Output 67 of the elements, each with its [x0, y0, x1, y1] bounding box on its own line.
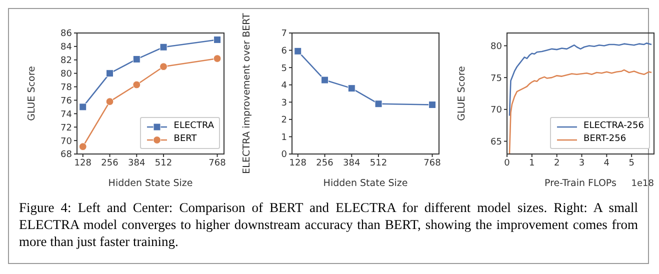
y-tick-label: 80: [490, 42, 502, 52]
x-tick-label: 768: [208, 158, 226, 168]
x-tick-label: 768: [424, 158, 442, 168]
x-tick-label: 4: [604, 158, 610, 168]
point: [374, 100, 382, 108]
x-tick-label: 384: [128, 158, 146, 168]
x-tick-label: 512: [370, 158, 388, 168]
point: [132, 80, 141, 89]
y-tick-label: 65: [490, 137, 502, 148]
point: [348, 84, 356, 92]
y-axis-title: GLUE Score: [26, 66, 38, 121]
y-tick-label: 75: [490, 74, 502, 84]
point: [106, 70, 114, 78]
y-tick-label: 82: [60, 56, 72, 66]
point: [321, 76, 329, 84]
point: [79, 103, 87, 111]
x-tick-label: 256: [316, 158, 334, 168]
point: [428, 100, 436, 108]
x-tick-label: 256: [101, 158, 119, 168]
x-tick-label: 1: [529, 158, 535, 168]
y-tick-label: 80: [60, 70, 72, 80]
y-tick-label: 1: [281, 132, 287, 143]
y-tick-label: 74: [60, 110, 72, 120]
line-series: [508, 42, 652, 116]
y-tick-label: 4: [281, 81, 288, 92]
text: 1e18: [631, 179, 654, 189]
y-tick-label: 7: [281, 29, 287, 40]
x-axis-title: Pre-Train FLOPs: [544, 178, 616, 189]
x-tick-label: 128: [289, 158, 307, 168]
point: [160, 43, 168, 51]
y-tick-label: 2: [281, 116, 287, 126]
y-axis-title: ELECTRA improvement over BERT: [241, 12, 252, 174]
x-tick-label: 128: [74, 158, 92, 168]
point: [213, 54, 222, 62]
point: [160, 62, 168, 71]
line-series: [508, 69, 652, 154]
y-tick-label: 70: [60, 136, 72, 147]
legend-label: BERT: [174, 133, 197, 146]
y-tick-label: 3: [281, 98, 287, 108]
x-tick-label: 0: [504, 158, 510, 168]
y-tick-label: 70: [490, 106, 502, 116]
y-tick-label: 76: [60, 96, 72, 106]
y-tick-label: 5: [281, 64, 287, 74]
caption: Figure 4: Left and Center: Comparison of BERT and ELECTRA for different model sizes. Right: A small ELECTRA model converges to higher downstream accuracy than BERT, showing the improvement comes from more than just faster training.: [19, 199, 638, 250]
x-tick-label: 384: [343, 158, 360, 168]
y-tick-label: 78: [60, 82, 72, 93]
y-tick-label: 86: [60, 29, 72, 40]
y-tick-label: 68: [60, 150, 72, 160]
x-tick-label: 512: [154, 158, 172, 168]
legend-label: BERT-256: [584, 133, 626, 146]
x-tick-label: 5: [628, 158, 634, 168]
y-tick-label: 72: [60, 123, 72, 134]
legend-label: ELECTRA-256: [584, 120, 644, 133]
point: [214, 36, 222, 44]
x-tick-label: 2: [554, 158, 560, 168]
legend-label: ELECTRA: [174, 120, 214, 133]
point: [132, 55, 140, 63]
y-tick-label: 84: [60, 42, 72, 53]
point: [106, 98, 114, 106]
point: [294, 47, 302, 55]
point: [78, 142, 87, 151]
x-axis-title: Hidden State Size: [108, 178, 193, 189]
y-tick-label: 0: [281, 150, 288, 160]
y-axis-title: GLUE Score: [456, 66, 468, 121]
x-tick-label: 3: [578, 158, 585, 168]
x-axis-title: Hidden State Size: [323, 178, 408, 189]
y-tick-label: 6: [281, 46, 288, 56]
